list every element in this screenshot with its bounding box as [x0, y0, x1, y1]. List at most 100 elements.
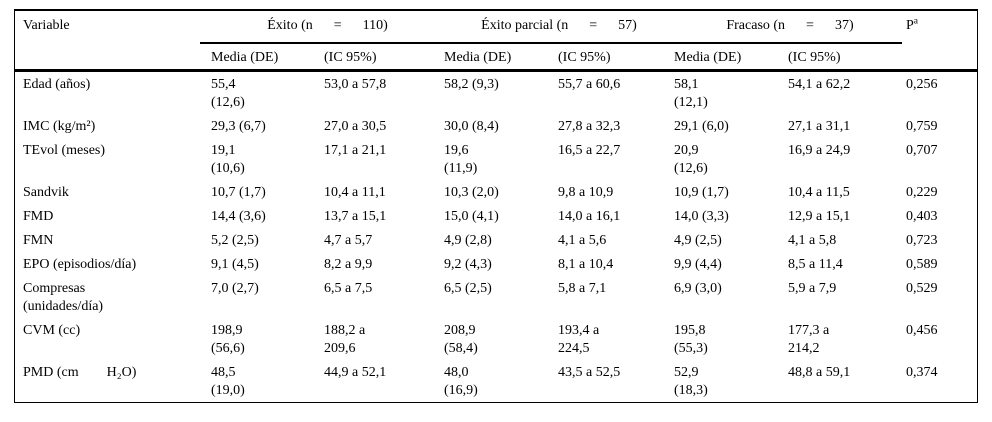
exito-parcial-ic95-cell: 5,8 a 7,1	[558, 280, 674, 298]
variable-cell: FMD	[23, 208, 211, 226]
exito-media-cell: 48,5 (19,0)	[211, 364, 324, 400]
exito-ic95-cell: 13,7 a 15,1	[324, 208, 444, 226]
cell-line: 5,2 (2,5)	[211, 233, 259, 248]
cell-line: 4,9 (2,5)	[674, 233, 722, 248]
fracaso-ic95-cell: 12,9 a 15,1	[788, 208, 906, 226]
fracaso-media-cell: 58,1 (12,1)	[674, 76, 788, 112]
p-value-cell: 0,529	[906, 280, 979, 298]
cell-line: 208,9	[444, 323, 476, 338]
cell-line: 48,8 a 59,1	[788, 365, 851, 380]
cell-line: 6,5 a 7,5	[324, 281, 373, 296]
exito-media-cell: 29,3 (6,7)	[211, 118, 324, 136]
cell-line: EPO (episodios/día)	[23, 257, 137, 272]
col-subheader-media-exito: Media (DE)	[211, 50, 279, 65]
cell-line: FMN	[23, 233, 54, 248]
exito-ic95-cell: 188,2 a 209,6	[324, 322, 444, 358]
fracaso-media-cell: 10,9 (1,7)	[674, 184, 788, 202]
cell-line: 14,0 (3,3)	[674, 209, 729, 224]
cell-line: 8,1 a 10,4	[558, 257, 614, 272]
cell-line: 48,0	[444, 365, 469, 380]
col-subheader-ic-exito: (IC 95%)	[324, 50, 377, 65]
exito-parcial-ic95-cell: 14,0 a 16,1	[558, 208, 674, 226]
cell-line: 9,2 (4,3)	[444, 257, 492, 272]
cell-line: 13,7 a 15,1	[324, 209, 387, 224]
exito-parcial-media-cell: 30,0 (8,4)	[444, 118, 558, 136]
fracaso-media-cell: 9,9 (4,4)	[674, 256, 788, 274]
table-header: Variable Éxito (n = 110) Éxito parcial (…	[15, 11, 977, 72]
table-row: Compresas (unidades/día) 7,0 (2,7) 6,5 a 7,…	[23, 276, 977, 318]
cell-line: FMD	[23, 209, 54, 224]
cell-line: (12,6)	[211, 95, 245, 110]
col-subheader-media-fracaso: Media (DE)	[674, 50, 742, 65]
exito-ic95-cell: 4,7 a 5,7	[324, 232, 444, 250]
p-value-cell: 0,256	[906, 76, 979, 94]
cell-line: 0,759	[906, 119, 938, 134]
fracaso-media-cell: 6,9 (3,0)	[674, 280, 788, 298]
cell-line: 55,7 a 60,6	[558, 77, 621, 92]
cell-line: 30,0 (8,4)	[444, 119, 499, 134]
cell-line: (19,0)	[211, 383, 245, 398]
exito-media-cell: 19,1 (10,6)	[211, 142, 324, 178]
exito-ic95-cell: 17,1 a 21,1	[324, 142, 444, 160]
exito-parcial-media-cell: 6,5 (2,5)	[444, 280, 558, 298]
col-subheader-ic-fracaso: (IC 95%)	[788, 50, 841, 65]
cell-line: 58,1	[674, 77, 699, 92]
exito-parcial-ic95-cell: 9,8 a 10,9	[558, 184, 674, 202]
cell-line: 44,9 a 52,1	[324, 365, 387, 380]
cell-line: 10,4 a 11,5	[788, 185, 850, 200]
cell-line: 0,589	[906, 257, 938, 272]
cell-line: Edad (años)	[23, 77, 91, 92]
exito-parcial-media-cell: 9,2 (4,3)	[444, 256, 558, 274]
cell-line: 55,4	[211, 77, 236, 92]
exito-ic95-cell: 53,0 a 57,8	[324, 76, 444, 94]
cell-line: IMC (kg/m²)	[23, 119, 96, 134]
cell-line: 209,6	[324, 341, 356, 356]
table-row: EPO (episodios/día) 9,1 (4,5) 8,2 a 9,9 9,2…	[23, 252, 977, 276]
cell-line: 12,9 a 15,1	[788, 209, 851, 224]
exito-parcial-ic95-cell: 193,4 a 224,5	[558, 322, 674, 358]
exito-parcial-media-cell: 19,6 (11,9)	[444, 142, 558, 178]
variable-cell: FMN	[23, 232, 211, 250]
exito-ic95-cell: 8,2 a 9,9	[324, 256, 444, 274]
cell-line: (55,3)	[674, 341, 708, 356]
cell-line: 9,9 (4,4)	[674, 257, 722, 272]
cell-line: 193,4 a	[558, 323, 600, 338]
cell-line: 4,9 (2,8)	[444, 233, 492, 248]
fracaso-media-cell: 195,8 (55,3)	[674, 322, 788, 358]
cell-line: 29,3 (6,7)	[211, 119, 266, 134]
cell-line: 48,5	[211, 365, 236, 380]
col-group-exito-parcial: Éxito parcial (n = 57)	[481, 18, 637, 33]
table-body: Edad (años) 55,4 (12,6) 53,0 a 57,8 58,2 (9,…	[15, 72, 977, 402]
p-value-cell: 0,723	[906, 232, 979, 250]
table-row: CVM (cc) 198,9 (56,6) 188,2 a 209,6 208,9 (58,…	[23, 318, 977, 360]
p-value-cell: 0,759	[906, 118, 979, 136]
cell-line: 10,9 (1,7)	[674, 185, 729, 200]
table-row: Edad (años) 55,4 (12,6) 53,0 a 57,8 58,2 (9,…	[23, 72, 977, 114]
cell-line: (12,1)	[674, 95, 708, 110]
cell-line: 0,403	[906, 209, 938, 224]
cell-line: 6,9 (3,0)	[674, 281, 722, 296]
variable-cell: PMD (cm H₂O)	[23, 364, 211, 382]
variable-cell: Edad (años)	[23, 76, 211, 94]
exito-parcial-ic95-cell: 55,7 a 60,6	[558, 76, 674, 94]
p-value-cell: 0,589	[906, 256, 979, 274]
cell-line: 0,456	[906, 323, 938, 338]
cell-line: 8,5 a 11,4	[788, 257, 843, 272]
cell-line: 7,0 (2,7)	[211, 281, 259, 296]
fracaso-ic95-cell: 177,3 a 214,2	[788, 322, 906, 358]
exito-media-cell: 198,9 (56,6)	[211, 322, 324, 358]
cell-line: CVM (cc)	[23, 323, 81, 338]
cell-line: PMD (cm H₂O)	[23, 365, 137, 380]
cell-line: (12,6)	[674, 161, 708, 176]
variable-cell: EPO (episodios/día)	[23, 256, 211, 274]
col-header-p: Pa	[906, 17, 979, 35]
exito-media-cell: 14,4 (3,6)	[211, 208, 324, 226]
p-label: P	[906, 18, 914, 33]
cell-line: (56,6)	[211, 341, 245, 356]
exito-ic95-cell: 6,5 a 7,5	[324, 280, 444, 298]
cell-line: 19,6	[444, 143, 469, 158]
cell-line: 188,2 a	[324, 323, 366, 338]
cell-line: Sandvik	[23, 185, 69, 200]
cell-line: 27,8 a 32,3	[558, 119, 621, 134]
cell-line: 224,5	[558, 341, 590, 356]
